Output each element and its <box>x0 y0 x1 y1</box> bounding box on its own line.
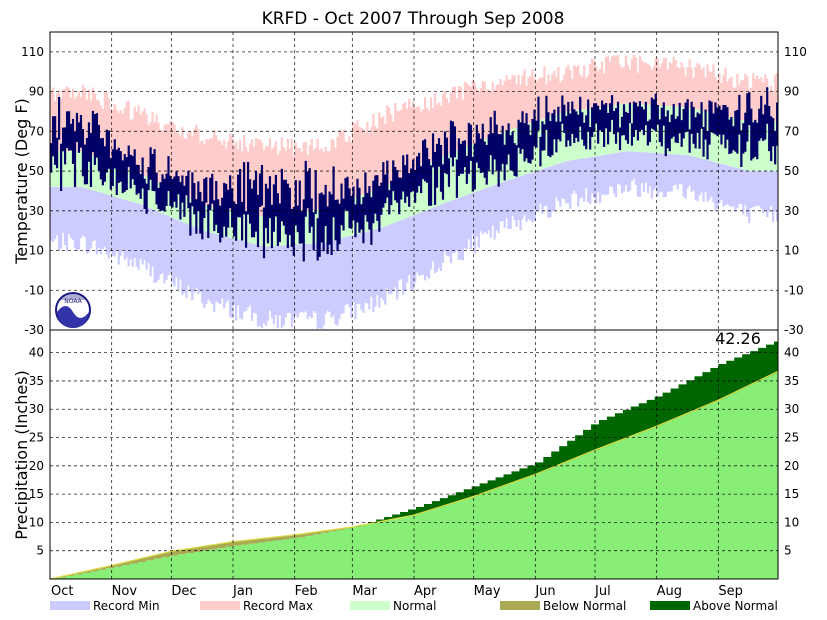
month-label-mar: Mar <box>352 584 377 599</box>
temp-ytick-right: 50 <box>784 164 799 178</box>
temp-ytick-right: -10 <box>784 283 804 297</box>
precip-ytick-right: 35 <box>784 374 799 388</box>
chart-title: KRFD - Oct 2007 Through Sep 2008 <box>262 9 565 29</box>
precip-below-normal-area <box>51 524 369 579</box>
month-label-oct: Oct <box>51 584 73 599</box>
precip-ytick-right: 5 <box>784 544 792 558</box>
temp-ytick-right: 110 <box>784 45 807 59</box>
observed-temperature-bars <box>50 87 779 262</box>
temp-ytick-left: 90 <box>29 85 44 99</box>
temp-ytick-left: 30 <box>29 204 44 218</box>
temp-ytick-right: 70 <box>784 124 799 138</box>
precip-ytick-left: 30 <box>29 402 44 416</box>
month-label-dec: Dec <box>171 584 196 599</box>
month-label-jan: Jan <box>232 584 253 599</box>
precip-ytick-right: 30 <box>784 402 799 416</box>
legend-swatch-0 <box>50 601 90 610</box>
precip-ytick-left: 40 <box>29 346 44 360</box>
precip-ytick-right: 15 <box>784 487 799 501</box>
temp-ytick-left: 10 <box>29 244 44 258</box>
legend: Record Min Record Max Normal Below Normal Ab… <box>50 599 778 613</box>
precipitation-ylabel: Precipitation (Inches) <box>12 370 31 540</box>
noaa-logo-text: NOAA <box>64 298 82 305</box>
legend-label-4: Above Normal <box>693 599 778 613</box>
precip-ytick-left: 25 <box>29 431 44 445</box>
month-axis: Oct Nov Dec Jan Feb Mar Apr May Jun Jul Aug Sep <box>51 584 743 599</box>
temp-ytick-left: 70 <box>29 124 44 138</box>
precip-ytick-right: 10 <box>784 515 799 529</box>
legend-swatch-3 <box>500 601 540 610</box>
legend-label-0: Record Min <box>93 599 160 613</box>
noaa-logo: NOAA <box>55 292 91 328</box>
precip-ytick-right: 40 <box>784 346 799 360</box>
legend-swatch-1 <box>200 601 240 610</box>
precipitation-frame <box>49 329 779 580</box>
precip-ytick-left: 10 <box>29 515 44 529</box>
precip-ytick-right: 25 <box>784 431 799 445</box>
temp-ytick-right: -30 <box>784 323 804 337</box>
temp-ytick-left: -30 <box>24 323 44 337</box>
temp-ytick-left: -10 <box>24 283 44 297</box>
month-label-aug: Aug <box>657 584 682 599</box>
precip-above-normal-area <box>360 341 779 526</box>
precip-ytick-left: 5 <box>36 544 44 558</box>
temperature-ylabel: Temperature (Deg F) <box>12 98 31 265</box>
legend-label-3: Below Normal <box>543 599 626 613</box>
temp-ytick-right: 90 <box>784 85 799 99</box>
month-label-jun: Jun <box>534 584 555 599</box>
temp-ytick-right: 30 <box>784 204 799 218</box>
precip-ytick-left: 15 <box>29 487 44 501</box>
temp-ytick-left: 110 <box>21 45 44 59</box>
precip-ytick-left: 35 <box>29 374 44 388</box>
temp-ytick-left: 50 <box>29 164 44 178</box>
month-label-feb: Feb <box>295 584 318 599</box>
temp-ytick-right: 10 <box>784 244 799 258</box>
month-label-nov: Nov <box>112 584 138 599</box>
legend-swatch-4 <box>650 601 690 610</box>
legend-label-2: Normal <box>393 599 436 613</box>
temperature-panel: 110 110 90 90 70 70 50 50 30 30 10 10 -10 -10 -30 -30 <box>21 32 807 337</box>
record-min-band <box>50 151 779 330</box>
precip-ytick-right: 20 <box>784 459 799 473</box>
month-label-apr: Apr <box>414 584 437 599</box>
month-label-sep: Sep <box>718 584 743 599</box>
month-label-may: May <box>474 584 501 599</box>
precipitation-panel: 5 5 10 10 15 15 20 20 25 25 30 30 35 35 40 40 42.26 <box>29 329 799 580</box>
precip-ytick-left: 20 <box>29 459 44 473</box>
legend-swatch-2 <box>350 601 390 610</box>
month-label-jul: Jul <box>594 584 611 599</box>
legend-label-1: Record Max <box>243 599 313 613</box>
precip-observed-area <box>50 372 779 579</box>
precipitation-total-label: 42.26 <box>715 329 761 348</box>
